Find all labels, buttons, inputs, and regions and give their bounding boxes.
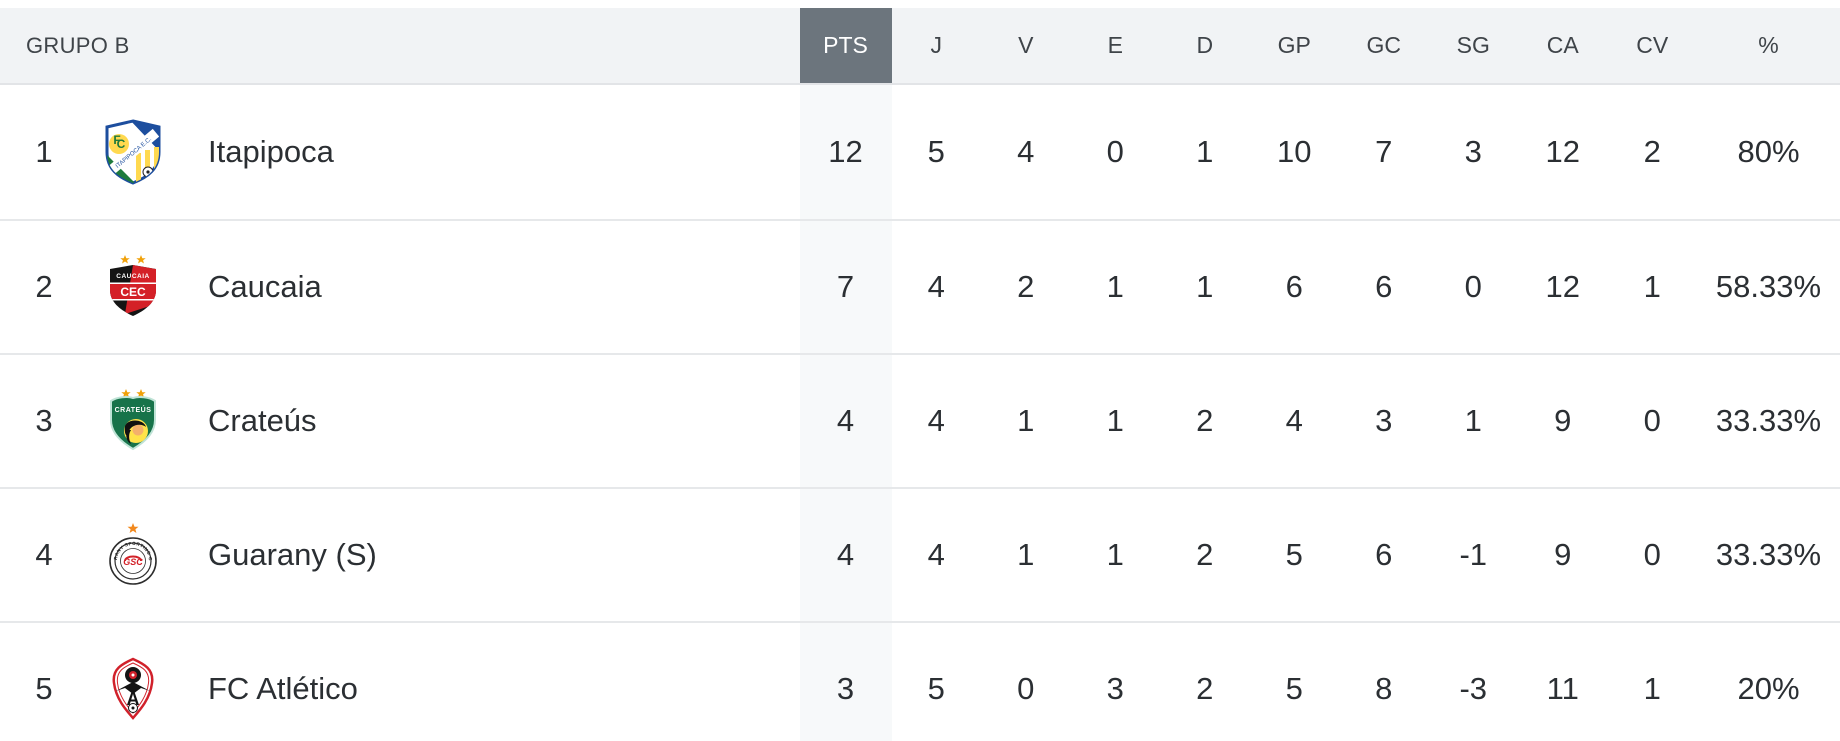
column-header-gp[interactable]: GP [1277, 32, 1311, 58]
stat-cv: 1 [1643, 269, 1661, 304]
itapipoca-crest-icon: ITAPIPOCA E.C. F C [88, 85, 178, 219]
stat-ca: 9 [1554, 537, 1572, 572]
stat-gc: 8 [1375, 671, 1393, 706]
stat-gp: 4 [1285, 403, 1303, 438]
caucaia-crest-monogram: CEC [120, 285, 146, 299]
column-header-pts[interactable]: PTS [799, 8, 892, 83]
stat-v: 4 [1017, 134, 1035, 169]
stat-pts: 4 [799, 489, 892, 621]
stat-gp: 5 [1285, 671, 1303, 706]
svg-text:A: A [127, 689, 140, 709]
stat-v: 1 [1017, 403, 1035, 438]
stat-sg: 3 [1464, 134, 1482, 169]
stat-gc: 6 [1375, 537, 1393, 572]
stat-e: 3 [1106, 671, 1124, 706]
team-name: Crateús [208, 403, 317, 438]
stat-e: 1 [1106, 403, 1124, 438]
stat-gp: 10 [1277, 134, 1312, 169]
stat-d: 2 [1196, 403, 1214, 438]
guarany-crest-icon: GUARANY SPORTING CLUB GSC [88, 489, 178, 621]
stat-j: 5 [927, 671, 945, 706]
stat-ca: 12 [1545, 134, 1580, 169]
stat-pct: 80% [1737, 134, 1800, 169]
column-header-d[interactable]: D [1196, 32, 1214, 58]
stat-e: 1 [1106, 269, 1124, 304]
stat-v: 0 [1017, 671, 1035, 706]
table-row-caucaia: 2 CAUCAIA CEC Caucaia 7 4 2 1 1 [0, 219, 1840, 353]
stat-ca: 12 [1545, 269, 1580, 304]
column-header-cv[interactable]: CV [1636, 32, 1669, 58]
stat-j: 4 [927, 537, 945, 572]
stat-v: 1 [1017, 537, 1035, 572]
stat-j: 4 [927, 403, 945, 438]
stat-pts: 12 [799, 85, 892, 219]
position: 1 [35, 134, 53, 169]
stat-d: 1 [1196, 134, 1214, 169]
crateus-crest-text: CRATEÚS [115, 405, 152, 414]
svg-text:GSC: GSC [123, 557, 143, 567]
position: 2 [35, 269, 53, 304]
column-header-e[interactable]: E [1107, 32, 1123, 58]
column-header-ca[interactable]: CA [1546, 32, 1579, 58]
stat-gp: 6 [1285, 269, 1303, 304]
team-name: Itapipoca [208, 134, 334, 169]
fc-atletico-crest-icon: A [88, 623, 178, 741]
stat-e: 0 [1106, 134, 1124, 169]
stat-cv: 0 [1643, 403, 1661, 438]
stat-d: 2 [1196, 671, 1214, 706]
stat-pts: 4 [799, 355, 892, 487]
stat-d: 2 [1196, 537, 1214, 572]
stat-j: 4 [927, 269, 945, 304]
group-title: GRUPO B [26, 32, 130, 58]
table-row-guarany: 4 GUARANY SPORTING CLUB GSC Guarany (S) … [0, 487, 1840, 621]
stat-gc: 6 [1375, 269, 1393, 304]
stat-pct: 33.33% [1715, 403, 1822, 438]
stat-d: 1 [1196, 269, 1214, 304]
stat-sg: 0 [1464, 269, 1482, 304]
column-header-gc[interactable]: GC [1366, 32, 1402, 58]
stat-sg: -3 [1459, 671, 1488, 706]
svg-text:F: F [113, 133, 120, 147]
team-name: FC Atlético [208, 671, 358, 706]
table-row-crateus: 3 CRATEÚS Crateús 4 4 1 1 2 4 3 [0, 353, 1840, 487]
caucaia-crest-text: CAUCAIA [116, 273, 149, 280]
crateus-crest-icon: CRATEÚS [88, 355, 178, 487]
stat-ca: 9 [1554, 403, 1572, 438]
column-header-j[interactable]: J [930, 32, 943, 58]
position: 5 [35, 671, 53, 706]
stat-cv: 1 [1643, 671, 1661, 706]
svg-text:C: C [117, 137, 126, 151]
table-row-itapipoca: 1 ITAPIPOCA E.C. F C [0, 85, 1840, 219]
team-name: Guarany (S) [208, 537, 377, 572]
column-header-pct[interactable]: % [1758, 32, 1779, 58]
stat-pct: 33.33% [1715, 537, 1822, 572]
stat-gp: 5 [1285, 537, 1303, 572]
column-header-sg[interactable]: SG [1456, 32, 1490, 58]
stat-cv: 2 [1643, 134, 1661, 169]
caucaia-crest-icon: CAUCAIA CEC [88, 221, 178, 353]
stat-e: 1 [1106, 537, 1124, 572]
stat-ca: 11 [1546, 671, 1579, 706]
stat-pts: 3 [799, 623, 892, 741]
stat-v: 2 [1017, 269, 1035, 304]
team-name: Caucaia [208, 269, 322, 304]
table-row-fc-atletico: 5 A FC Atlético 3 5 0 3 2 5 8 -3 11 1 20… [0, 621, 1840, 741]
stat-pts: 7 [799, 221, 892, 353]
stat-sg: -1 [1459, 537, 1488, 572]
table-header: GRUPO B PTS J V E D GP GC SG CA CV % [0, 8, 1840, 85]
position: 4 [35, 537, 53, 572]
stat-cv: 0 [1643, 537, 1661, 572]
position: 3 [35, 403, 53, 438]
column-header-v[interactable]: V [1018, 32, 1034, 58]
stat-pct: 58.33% [1715, 269, 1822, 304]
stat-gc: 3 [1375, 403, 1393, 438]
stat-sg: 1 [1464, 403, 1482, 438]
stat-pct: 20% [1737, 671, 1800, 706]
stat-gc: 7 [1375, 134, 1393, 169]
stat-j: 5 [927, 134, 945, 169]
